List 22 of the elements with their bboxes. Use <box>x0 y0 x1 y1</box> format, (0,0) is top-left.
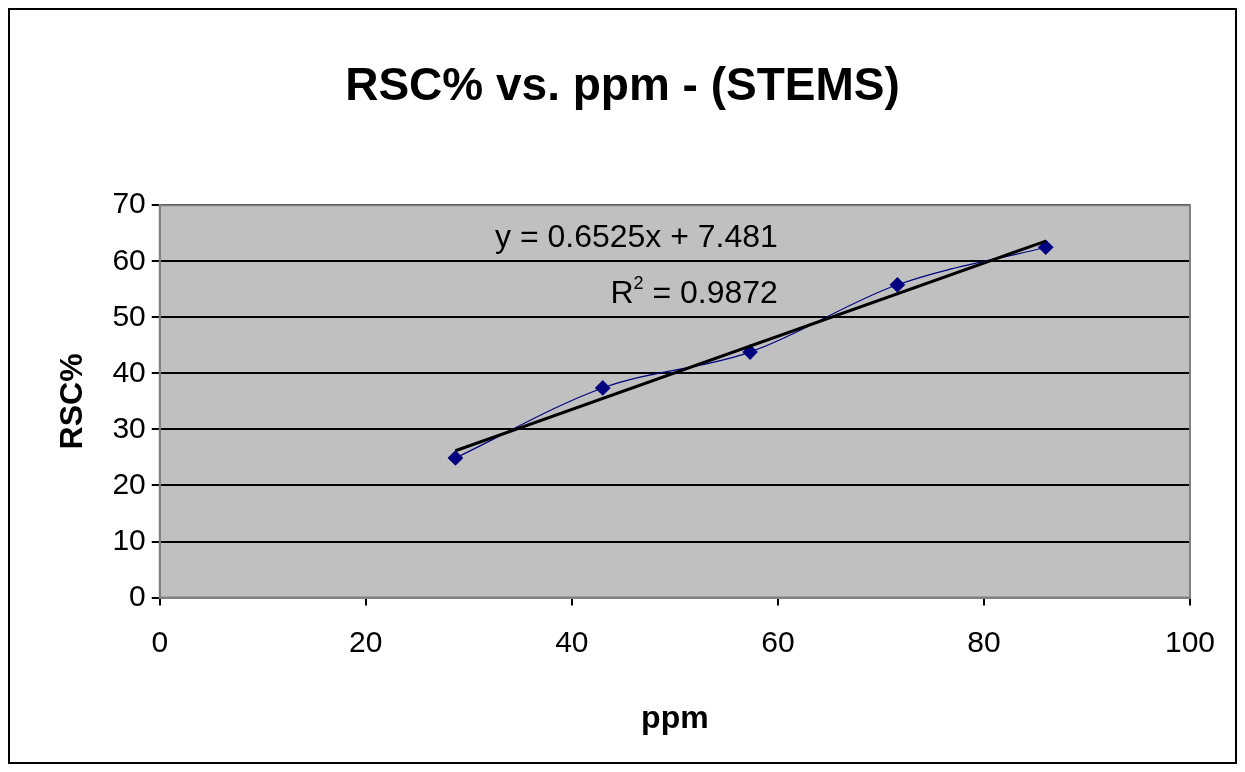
point <box>889 277 905 293</box>
point <box>447 450 464 466</box>
y-tick-label: 70 <box>112 186 146 220</box>
x-tick-label: 0 <box>151 624 169 658</box>
x-axis-title: ppm <box>641 698 709 735</box>
y-tick-label: 60 <box>112 242 146 276</box>
x-tick-label: 40 <box>555 624 589 658</box>
y-tick-label: 10 <box>112 522 146 556</box>
y-tick-label: 0 <box>129 578 146 612</box>
x-tick-label: 100 <box>1164 624 1215 658</box>
y-tick-label: 40 <box>112 354 146 388</box>
x-tick-label: 80 <box>967 624 1001 658</box>
y-axis-title: RSC% <box>53 353 90 450</box>
x-tick-label: 60 <box>761 624 795 658</box>
y-tick-label: 50 <box>112 298 146 332</box>
y-tick-label: 20 <box>112 466 146 500</box>
point <box>1038 239 1054 255</box>
y-tick-label: 30 <box>112 410 146 444</box>
x-tick-label: 20 <box>349 624 383 658</box>
annotation: y = 0.6525x + 7.481 <box>495 218 778 255</box>
chart-title: RSC% vs. ppm - (STEMS) <box>345 58 900 111</box>
point <box>595 380 611 396</box>
